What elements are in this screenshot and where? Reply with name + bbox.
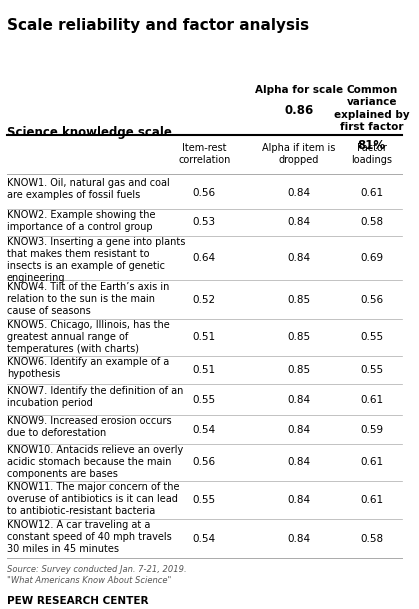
Text: KNOW9. Increased erosion occurs
due to deforestation: KNOW9. Increased erosion occurs due to d… (7, 417, 171, 438)
Text: KNOW1. Oil, natural gas and coal
are examples of fossil fuels: KNOW1. Oil, natural gas and coal are exa… (7, 178, 170, 200)
Text: 0.61: 0.61 (360, 188, 383, 198)
Text: PEW RESEARCH CENTER: PEW RESEARCH CENTER (7, 596, 148, 606)
Text: Factor
loadings: Factor loadings (351, 143, 392, 166)
Text: 0.54: 0.54 (193, 533, 216, 544)
Text: 0.58: 0.58 (360, 533, 383, 544)
Text: 0.84: 0.84 (287, 457, 311, 467)
Text: Source: Survey conducted Jan. 7-21, 2019.
"What Americans Know About Science": Source: Survey conducted Jan. 7-21, 2019… (7, 565, 186, 585)
Text: 0.86: 0.86 (285, 104, 314, 118)
Text: 0.52: 0.52 (193, 295, 216, 304)
Text: 0.84: 0.84 (287, 424, 311, 435)
Text: Common
variance
explained by
first factor: Common variance explained by first facto… (334, 85, 409, 132)
Text: 0.61: 0.61 (360, 495, 383, 505)
Text: 0.69: 0.69 (360, 253, 383, 263)
Text: 0.64: 0.64 (193, 253, 216, 263)
Text: 0.85: 0.85 (287, 365, 311, 375)
Text: KNOW2. Example showing the
importance of a control group: KNOW2. Example showing the importance of… (7, 210, 155, 232)
Text: Scale reliability and factor analysis: Scale reliability and factor analysis (7, 18, 309, 33)
Text: 0.61: 0.61 (360, 395, 383, 405)
Text: 0.51: 0.51 (193, 365, 216, 375)
Text: 0.53: 0.53 (193, 217, 216, 227)
Text: Alpha for scale: Alpha for scale (255, 85, 343, 95)
Text: 0.54: 0.54 (193, 424, 216, 435)
Text: KNOW3. Inserting a gene into plants
that makes them resistant to
insects is an e: KNOW3. Inserting a gene into plants that… (7, 237, 185, 283)
Text: 0.85: 0.85 (287, 333, 311, 342)
Text: 0.84: 0.84 (287, 395, 311, 405)
Text: 0.84: 0.84 (287, 188, 311, 198)
Text: KNOW5. Chicago, Illinois, has the
greatest annual range of
temperatures (with ch: KNOW5. Chicago, Illinois, has the greate… (7, 320, 170, 354)
Text: 0.51: 0.51 (193, 333, 216, 342)
Text: 0.85: 0.85 (287, 295, 311, 304)
Text: 0.55: 0.55 (193, 395, 216, 405)
Text: Alpha if item is
dropped: Alpha if item is dropped (262, 143, 336, 166)
Text: 0.84: 0.84 (287, 253, 311, 263)
Text: 0.58: 0.58 (360, 217, 383, 227)
Text: 0.56: 0.56 (193, 457, 216, 467)
Text: Item-rest
correlation: Item-rest correlation (178, 143, 230, 166)
Text: Science knowledge scale: Science knowledge scale (7, 126, 172, 139)
Text: KNOW12. A car traveling at a
constant speed of 40 mph travels
30 miles in 45 min: KNOW12. A car traveling at a constant sp… (7, 521, 171, 554)
Text: 0.61: 0.61 (360, 457, 383, 467)
Text: 0.84: 0.84 (287, 217, 311, 227)
Text: 0.56: 0.56 (193, 188, 216, 198)
Text: 0.59: 0.59 (360, 424, 383, 435)
Text: KNOW7. Identify the definition of an
incubation period: KNOW7. Identify the definition of an inc… (7, 385, 183, 407)
Text: 0.55: 0.55 (360, 365, 383, 375)
Text: 0.56: 0.56 (360, 295, 383, 304)
Text: KNOW11. The major concern of the
overuse of antibiotics is it can lead
to antibi: KNOW11. The major concern of the overuse… (7, 482, 179, 516)
Text: KNOW4. Tilt of the Earth’s axis in
relation to the sun is the main
cause of seas: KNOW4. Tilt of the Earth’s axis in relat… (7, 281, 169, 315)
Text: KNOW10. Antacids relieve an overly
acidic stomach because the main
components ar: KNOW10. Antacids relieve an overly acidi… (7, 445, 183, 479)
Text: 0.84: 0.84 (287, 495, 311, 505)
Text: 81%: 81% (358, 139, 386, 152)
Text: 0.84: 0.84 (287, 533, 311, 544)
Text: KNOW6. Identify an example of a
hypothesis: KNOW6. Identify an example of a hypothes… (7, 357, 169, 379)
Text: 0.55: 0.55 (360, 333, 383, 342)
Text: 0.55: 0.55 (193, 495, 216, 505)
